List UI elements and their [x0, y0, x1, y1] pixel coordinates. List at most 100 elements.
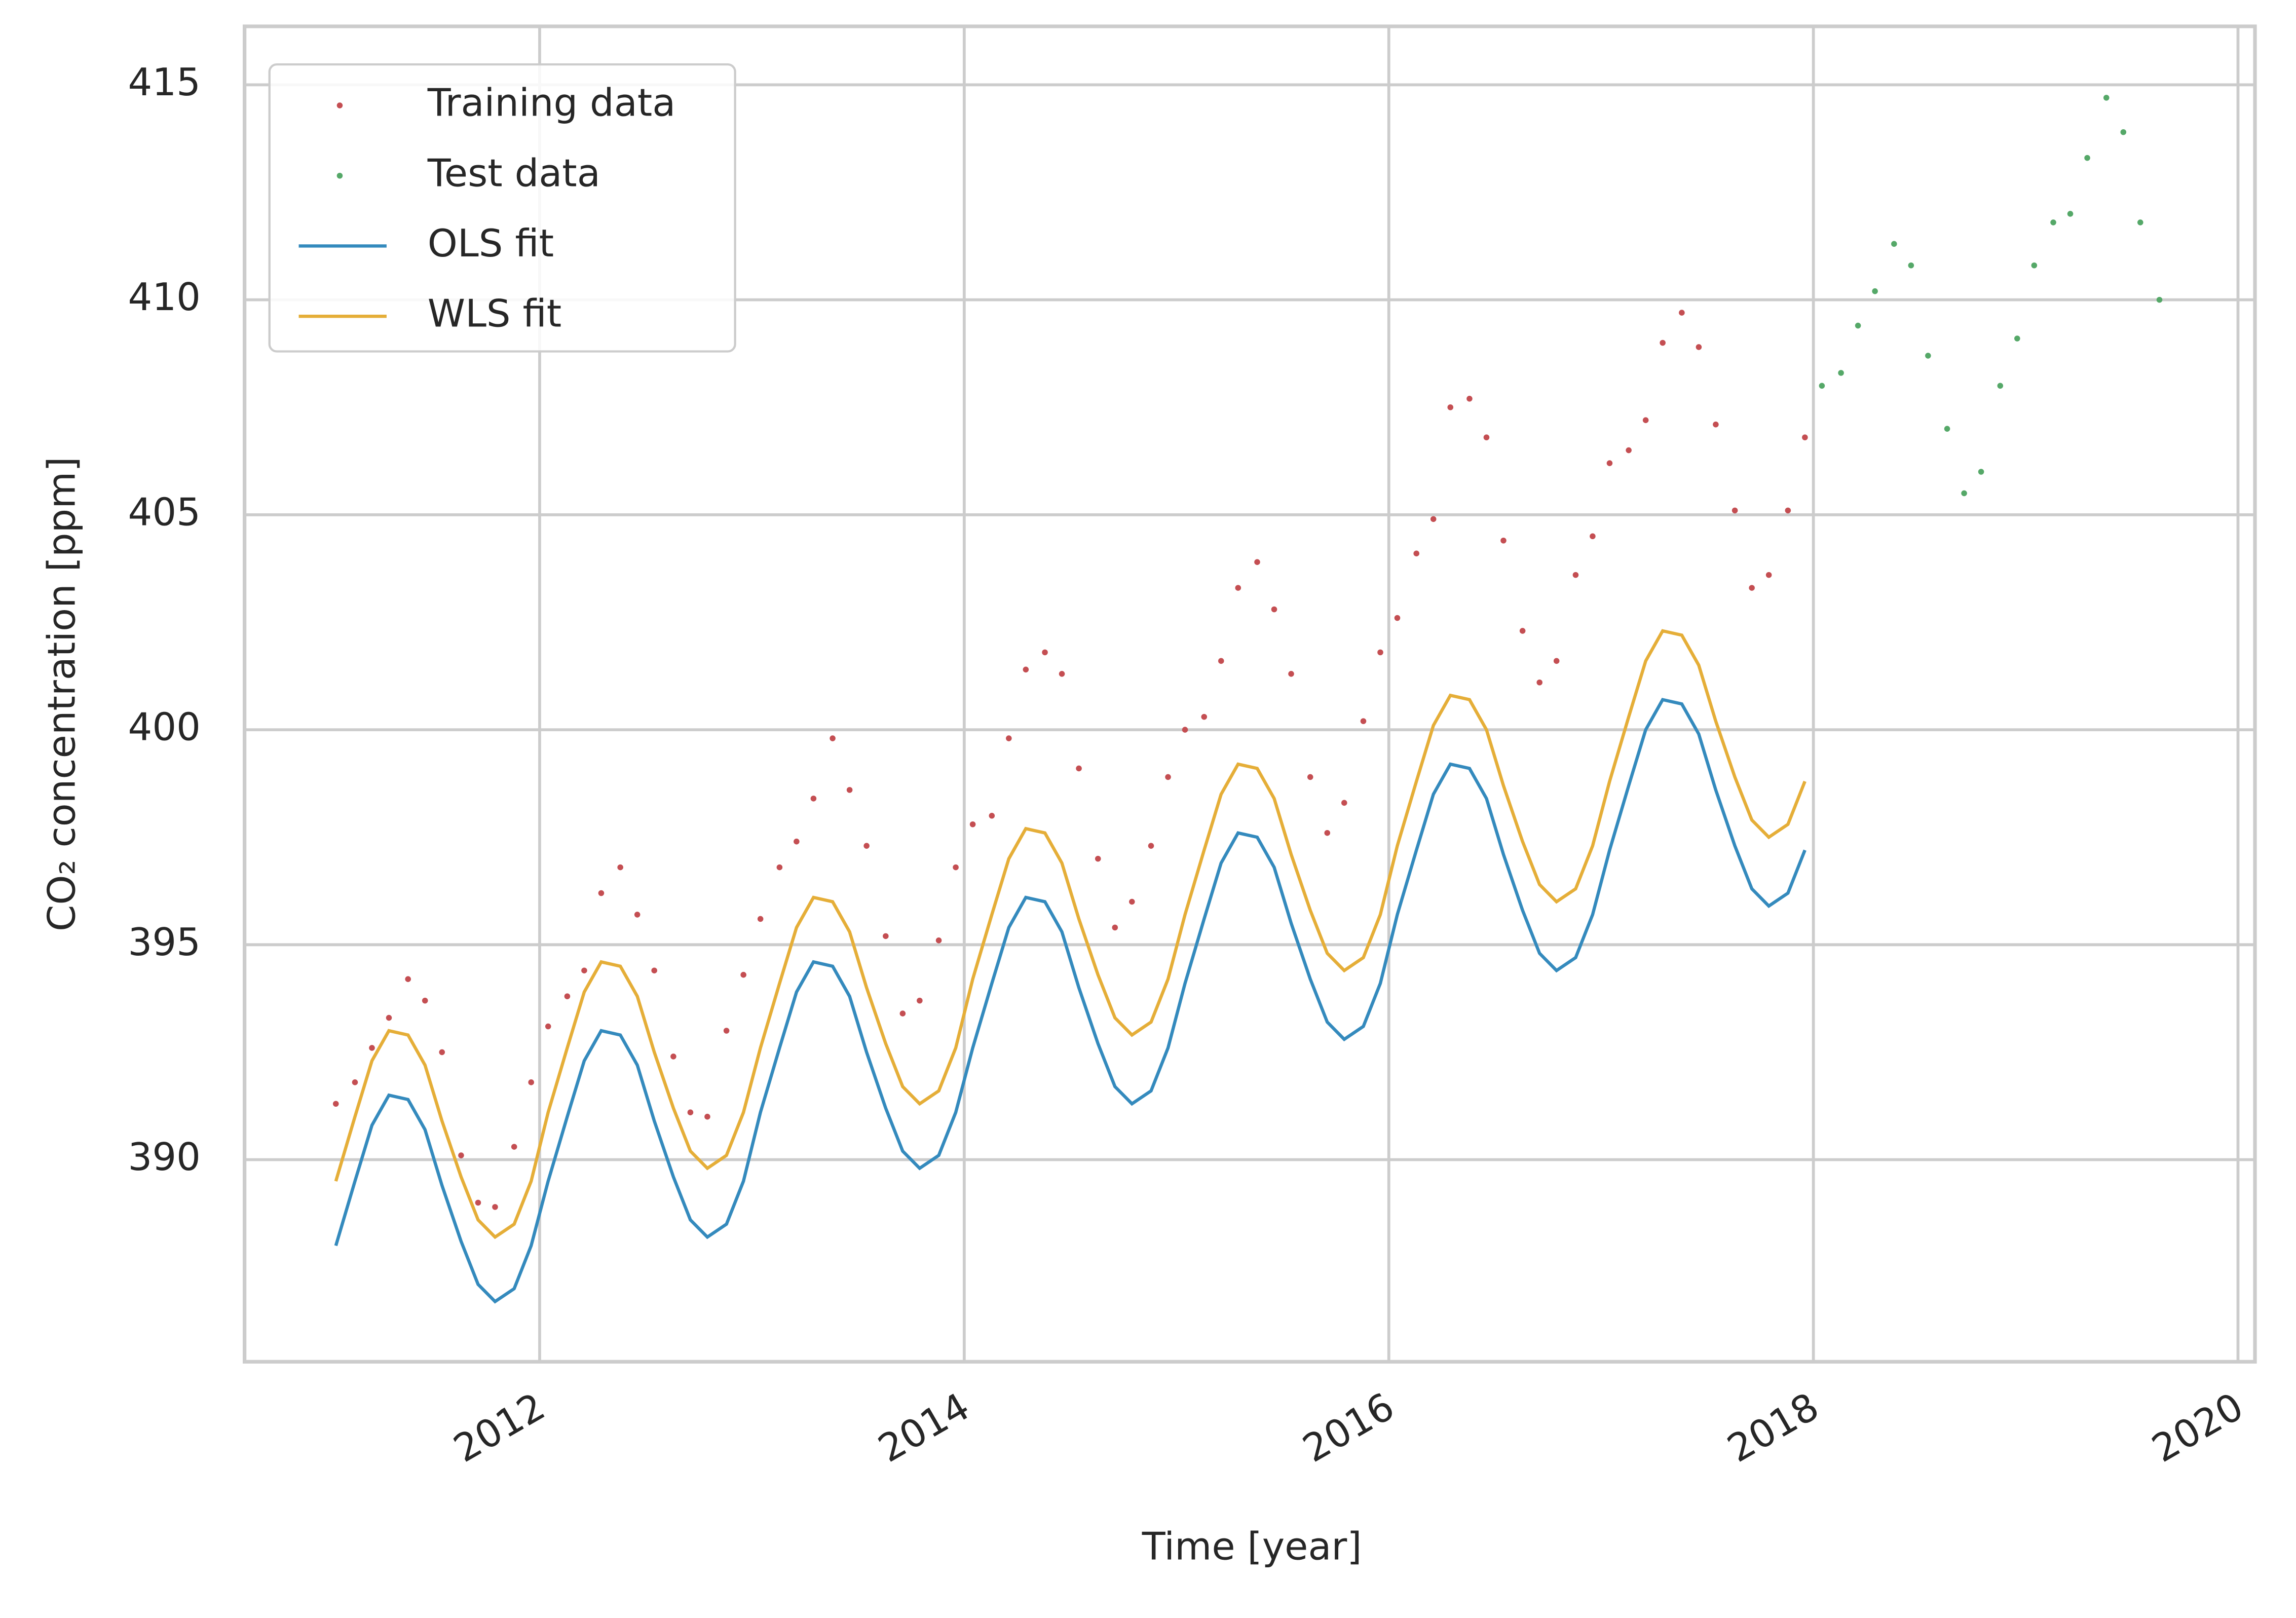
data-point	[883, 933, 889, 939]
y-axis-label: CO₂ concentration [ppm]	[40, 457, 84, 931]
y-tick-label: 405	[128, 490, 201, 534]
fit-line	[334, 698, 1806, 1304]
data-point	[1642, 417, 1649, 423]
data-point	[989, 813, 995, 819]
data-point	[1785, 507, 1791, 514]
legend-marker	[336, 172, 343, 179]
data-point	[1696, 344, 1702, 350]
data-point	[492, 1204, 498, 1210]
data-point	[1095, 855, 1101, 862]
data-point	[439, 1049, 445, 1056]
data-point	[953, 864, 959, 871]
data-point	[917, 997, 923, 1004]
data-point	[830, 735, 836, 741]
data-point	[634, 912, 641, 918]
data-point	[1271, 606, 1277, 613]
data-point	[369, 1045, 375, 1051]
legend-marker	[336, 102, 343, 108]
y-tick-label: 395	[128, 920, 201, 964]
data-point	[794, 838, 800, 845]
data-point	[1023, 666, 1029, 673]
data-point	[687, 1109, 694, 1115]
data-point	[1076, 765, 1082, 772]
data-point	[1042, 649, 1048, 656]
data-point	[1944, 426, 1950, 432]
data-point	[1679, 310, 1685, 316]
data-point	[1891, 241, 1897, 247]
data-point	[1925, 353, 1931, 359]
data-point	[1059, 671, 1065, 677]
x-axis-label: Time [year]	[1142, 1524, 1362, 1569]
data-point	[2103, 95, 2110, 101]
data-point	[598, 890, 605, 896]
data-point	[386, 1014, 392, 1021]
data-point	[332, 1101, 339, 1107]
data-point	[511, 1144, 517, 1150]
data-point	[1872, 288, 1878, 294]
legend-label: OLS fit	[428, 221, 554, 266]
data-point	[969, 821, 976, 827]
data-point	[1483, 434, 1490, 440]
data-point	[2050, 219, 2056, 225]
data-point	[935, 937, 942, 944]
data-point	[1626, 447, 1632, 454]
data-point	[1447, 404, 1454, 410]
data-point	[1413, 550, 1419, 557]
data-point	[1908, 262, 1914, 269]
y-tick-label: 400	[128, 705, 201, 749]
data-point	[1802, 434, 1808, 440]
data-point	[1606, 460, 1613, 466]
data-point	[2031, 262, 2038, 269]
y-tick-label: 415	[128, 60, 201, 104]
data-point	[2084, 155, 2090, 161]
data-point	[617, 864, 623, 871]
data-point	[545, 1023, 551, 1030]
data-point	[704, 1113, 710, 1120]
data-point	[1341, 800, 1347, 806]
fit-line	[334, 629, 1806, 1239]
data-point	[352, 1079, 358, 1085]
data-point	[1713, 421, 1719, 428]
y-tick-label: 410	[128, 275, 201, 319]
data-point	[723, 1028, 730, 1034]
data-point	[1838, 370, 1844, 376]
data-point	[1855, 322, 1861, 329]
data-point	[2120, 129, 2127, 135]
data-point	[1732, 507, 1738, 514]
data-point	[1288, 671, 1294, 677]
data-point	[564, 993, 571, 999]
data-point	[1129, 898, 1135, 905]
data-point	[458, 1152, 464, 1158]
data-point	[475, 1199, 481, 1206]
data-point	[899, 1010, 906, 1017]
data-point	[1307, 774, 1313, 780]
data-point	[1466, 395, 1473, 402]
data-point	[651, 967, 657, 974]
data-point	[2156, 296, 2163, 303]
data-point	[1235, 585, 1241, 591]
data-point	[810, 796, 817, 802]
data-point	[740, 971, 746, 978]
data-point	[1997, 383, 2004, 389]
data-point	[1148, 843, 1154, 849]
data-point	[1112, 924, 1118, 931]
legend-box	[268, 63, 736, 353]
data-point	[528, 1079, 534, 1085]
data-point	[776, 864, 783, 871]
data-point	[1201, 713, 1208, 720]
data-point	[1553, 658, 1560, 664]
data-point	[863, 843, 870, 849]
data-point	[1749, 585, 1755, 591]
data-point	[757, 916, 764, 922]
data-point	[1590, 533, 1596, 540]
data-point	[1819, 383, 1825, 389]
legend-label: WLS fit	[428, 291, 561, 336]
data-point	[1254, 559, 1260, 565]
data-point	[1218, 658, 1224, 664]
data-point	[2137, 219, 2143, 225]
data-point	[1165, 774, 1171, 780]
data-point	[1660, 340, 1666, 346]
data-point	[1519, 628, 1526, 634]
